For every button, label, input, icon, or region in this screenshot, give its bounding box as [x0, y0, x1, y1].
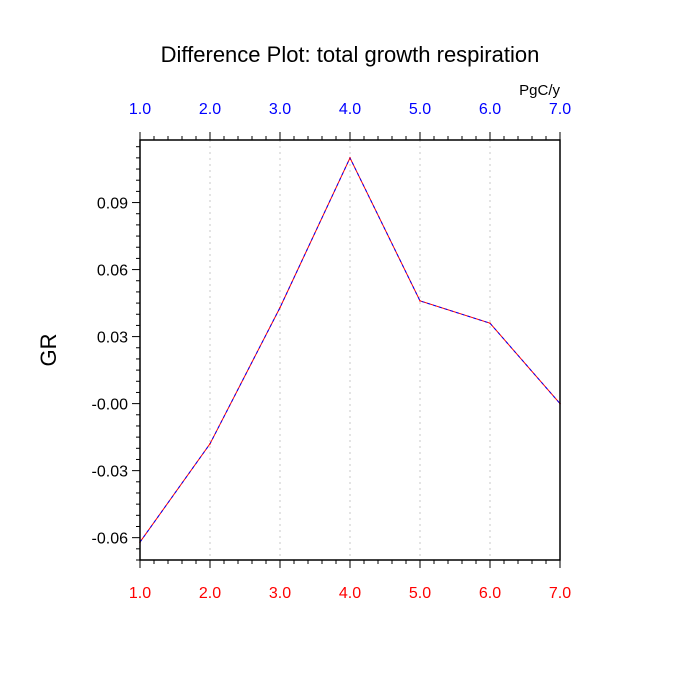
x-tick-label-bottom: 7.0 [549, 585, 571, 602]
x-tick-label-top: 3.0 [269, 101, 291, 118]
x-tick-label-bottom: 4.0 [339, 585, 361, 602]
x-tick-label-top: 1.0 [129, 101, 151, 118]
x-tick-label-bottom: 6.0 [479, 585, 501, 602]
axis-ticks [132, 132, 561, 568]
data-point [279, 306, 281, 309]
x-tick-label-bottom: 2.0 [199, 585, 221, 602]
y-tick-label: 0.09 [97, 196, 128, 213]
x-tick-label-top: 5.0 [409, 101, 431, 118]
data-point [489, 322, 491, 324]
x-tick-label-bottom: 5.0 [409, 585, 431, 602]
x-tick-label-top: 2.0 [199, 101, 221, 118]
y-tick-label: -0.06 [92, 531, 129, 548]
data-point [209, 443, 211, 445]
y-tick-label: 0.03 [97, 330, 128, 347]
y-tick-label: -0.00 [92, 397, 129, 414]
chart-title: Difference Plot: total growth respiratio… [161, 42, 540, 67]
x-tick-label-bottom: 1.0 [129, 585, 151, 602]
y-tick-label: -0.03 [92, 464, 129, 481]
x-tick-label-top: 6.0 [479, 101, 501, 118]
tick-labels: 1.0 1.0 2.0 2.0 3.0 3.0 4.0 4.0 5.0 5.0 6.0 6.0 7.0 7… [92, 101, 572, 602]
top-axis-units: PgC/y [519, 82, 560, 99]
data-point [349, 157, 351, 159]
grid [209, 140, 491, 560]
x-tick-label-bottom: 3.0 [269, 585, 291, 602]
y-tick-label: 0.06 [97, 263, 128, 280]
y-axis-label: GR [36, 334, 61, 367]
x-tick-label-top: 7.0 [549, 101, 571, 118]
data-point [419, 300, 421, 302]
x-tick-label-top: 4.0 [339, 101, 361, 118]
